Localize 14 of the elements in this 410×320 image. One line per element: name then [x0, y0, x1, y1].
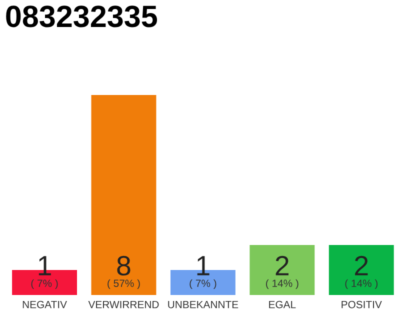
data-label: 8: [117, 256, 130, 276]
annotation: ( 7% ): [31, 279, 58, 290]
data-label: 2: [355, 256, 368, 276]
x-tick-label: POSITIV: [342, 300, 382, 308]
annotation: ( 7% ): [190, 279, 216, 290]
annotation: ( 14% ): [266, 279, 298, 290]
x-tick-label: EGAL: [269, 300, 296, 308]
data-label: 2: [276, 256, 288, 276]
chart-title: 083232335: [6, 6, 158, 28]
annotation: ( 14% ): [345, 279, 378, 290]
x-tick-label: NEGATIV: [22, 300, 67, 308]
x-tick-label: VERWIRREND: [88, 300, 159, 308]
annotation: ( 57% ): [108, 279, 140, 290]
x-tick-label: UNBEKANNTE: [168, 300, 238, 308]
